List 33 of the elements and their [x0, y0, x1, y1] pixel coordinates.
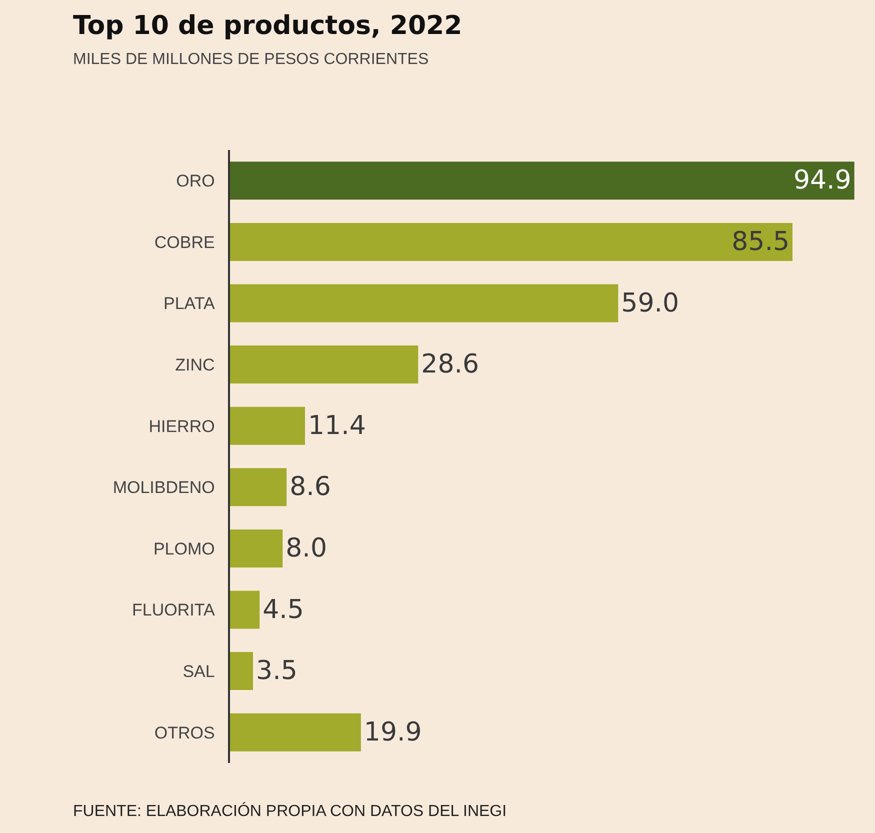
- y-tick-label: PLATA: [164, 294, 216, 314]
- y-tick-label: MOLIBDENO: [112, 478, 215, 498]
- data-label: 8.0: [286, 533, 327, 564]
- y-tick-label: ORO: [176, 172, 215, 191]
- bar: [230, 590, 260, 629]
- data-label: 11.4: [308, 410, 366, 441]
- y-tick-label: FLUORITA: [132, 600, 216, 620]
- bar: [230, 346, 418, 384]
- y-tick-label: OTROS: [154, 723, 215, 742]
- bar: [230, 652, 254, 690]
- y-tick-label: HIERRO: [148, 416, 215, 436]
- data-label: 85.5: [732, 226, 790, 257]
- y-tick-label: COBRE: [154, 232, 215, 252]
- bar: [230, 529, 283, 568]
- data-label: 28.6: [421, 350, 480, 380]
- data-label: 8.6: [290, 472, 331, 502]
- y-tick-label: SAL: [182, 662, 215, 681]
- data-label: 59.0: [621, 288, 680, 318]
- bar: [230, 162, 854, 200]
- chart-title: Top 10 de productos, 2022: [73, 11, 462, 41]
- y-tick-label: PLOMO: [153, 539, 215, 558]
- bar: [230, 222, 792, 261]
- bar: [230, 284, 618, 322]
- chart-subtitle: MILES DE MILLONES DE PESOS CORRIENTES: [73, 51, 429, 68]
- data-label: 94.9: [793, 166, 852, 196]
- source-note: FUENTE: ELABORACIÓN PROPIA CON DATOS DEL INEGI: [73, 802, 507, 820]
- data-label: 19.9: [364, 717, 422, 748]
- bar: [230, 468, 287, 506]
- bar: [230, 406, 305, 445]
- y-tick-label: ZINC: [175, 356, 215, 374]
- bar: [230, 713, 361, 752]
- data-label: 4.5: [262, 594, 304, 625]
- data-label: 3.5: [256, 656, 298, 686]
